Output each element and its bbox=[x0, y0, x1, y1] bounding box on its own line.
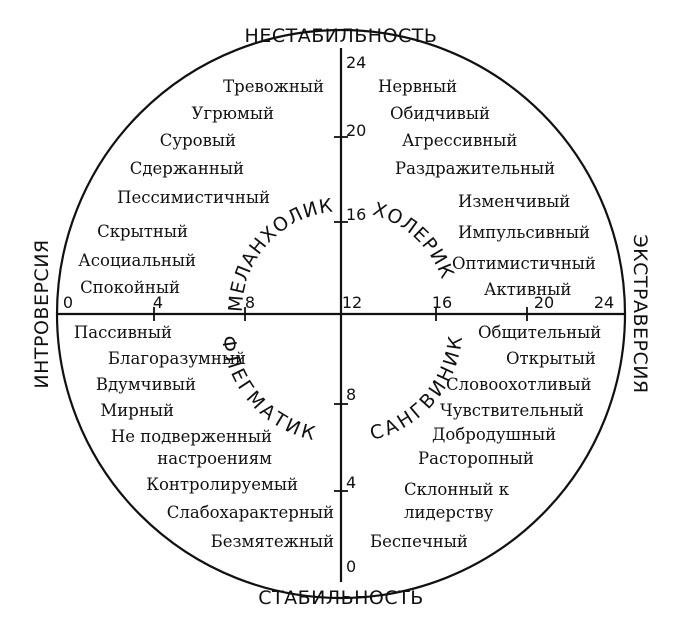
tick-h-4: 4 bbox=[153, 293, 163, 312]
tick-h-20: 20 bbox=[534, 293, 554, 312]
tick-v-0: 0 bbox=[346, 557, 356, 576]
trait: Словоохотливый bbox=[446, 375, 591, 394]
trait: Тревожный bbox=[223, 77, 324, 96]
trait: Пессимистичный bbox=[117, 188, 270, 207]
temperament-choleric: ХОЛЕРИК bbox=[370, 198, 458, 282]
tick-v-8: 8 bbox=[346, 385, 356, 404]
axis-title-right: ЭКСТРАВЕРСИЯ bbox=[629, 234, 651, 393]
trait: настроениям bbox=[157, 449, 272, 468]
tick-v-24: 24 bbox=[346, 53, 366, 72]
trait: Слабохарактерный bbox=[167, 503, 334, 522]
trait: Общительный bbox=[478, 323, 601, 342]
trait: Раздражительный bbox=[395, 159, 555, 178]
traits-phlegmatic: Пассивный Благоразумный Вдумчивый Мирный… bbox=[74, 323, 334, 551]
tick-v-16: 16 bbox=[346, 205, 366, 224]
trait: Безмятежный bbox=[211, 532, 334, 551]
traits-choleric: Нервный Обидчивый Агрессивный Раздражите… bbox=[378, 77, 596, 299]
tick-h-8: 8 bbox=[245, 293, 255, 312]
trait: Нервный bbox=[378, 77, 457, 96]
trait: Обидчивый bbox=[390, 104, 490, 123]
tick-v-4: 4 bbox=[346, 473, 356, 492]
tick-h-0: 0 bbox=[63, 293, 73, 312]
trait: Благоразумный bbox=[108, 349, 246, 368]
trait: Асоциальный bbox=[78, 251, 196, 270]
outer-circle bbox=[55, 28, 627, 600]
trait: Расторопный bbox=[418, 449, 534, 468]
trait: Суровый bbox=[160, 131, 236, 150]
tick-v-20: 20 bbox=[346, 121, 366, 140]
tick-h-24: 24 bbox=[594, 293, 614, 312]
trait: лидерству bbox=[404, 503, 494, 522]
trait: Добродушный bbox=[432, 425, 556, 444]
trait: Оптимистичный bbox=[452, 254, 596, 273]
trait: Изменчивый bbox=[458, 192, 570, 211]
trait: Активный bbox=[484, 280, 571, 299]
tick-h-12: 12 bbox=[342, 293, 362, 312]
tick-h-16: 16 bbox=[432, 293, 452, 312]
axis-title-bottom: СТАБИЛЬНОСТЬ bbox=[258, 587, 424, 609]
trait: Чувствительный bbox=[440, 401, 584, 420]
trait: Скрытный bbox=[97, 222, 188, 241]
trait: Не подверженный bbox=[111, 427, 272, 446]
trait: Пассивный bbox=[74, 323, 172, 342]
vertical-tick-marks bbox=[334, 136, 348, 492]
horizontal-tick-marks bbox=[153, 307, 528, 321]
temperament-melancholic: МЕЛАНХОЛИК bbox=[225, 195, 335, 313]
trait: Угрюмый bbox=[192, 104, 274, 123]
trait: Контролируемый bbox=[146, 475, 298, 494]
trait: Открытый bbox=[506, 349, 596, 368]
trait: Импульсивный bbox=[458, 223, 590, 242]
trait: Сдержанный bbox=[130, 159, 244, 178]
trait: Мирный bbox=[100, 401, 174, 420]
trait: Спокойный bbox=[80, 278, 180, 297]
axis-title-left: ИНТРОВЕРСИЯ bbox=[31, 239, 53, 388]
trait: Агрессивный bbox=[402, 131, 517, 150]
traits-sanguine: Общительный Открытый Словоохотливый Чувс… bbox=[370, 323, 601, 551]
trait: Склонный к bbox=[404, 480, 510, 499]
axis-title-top: НЕСТАБИЛЬНОСТЬ bbox=[245, 25, 438, 47]
traits-melancholic: Тревожный Угрюмый Суровый Сдержанный Пес… bbox=[78, 77, 324, 297]
trait: Вдумчивый bbox=[96, 375, 196, 394]
trait: Беспечный bbox=[370, 532, 468, 551]
